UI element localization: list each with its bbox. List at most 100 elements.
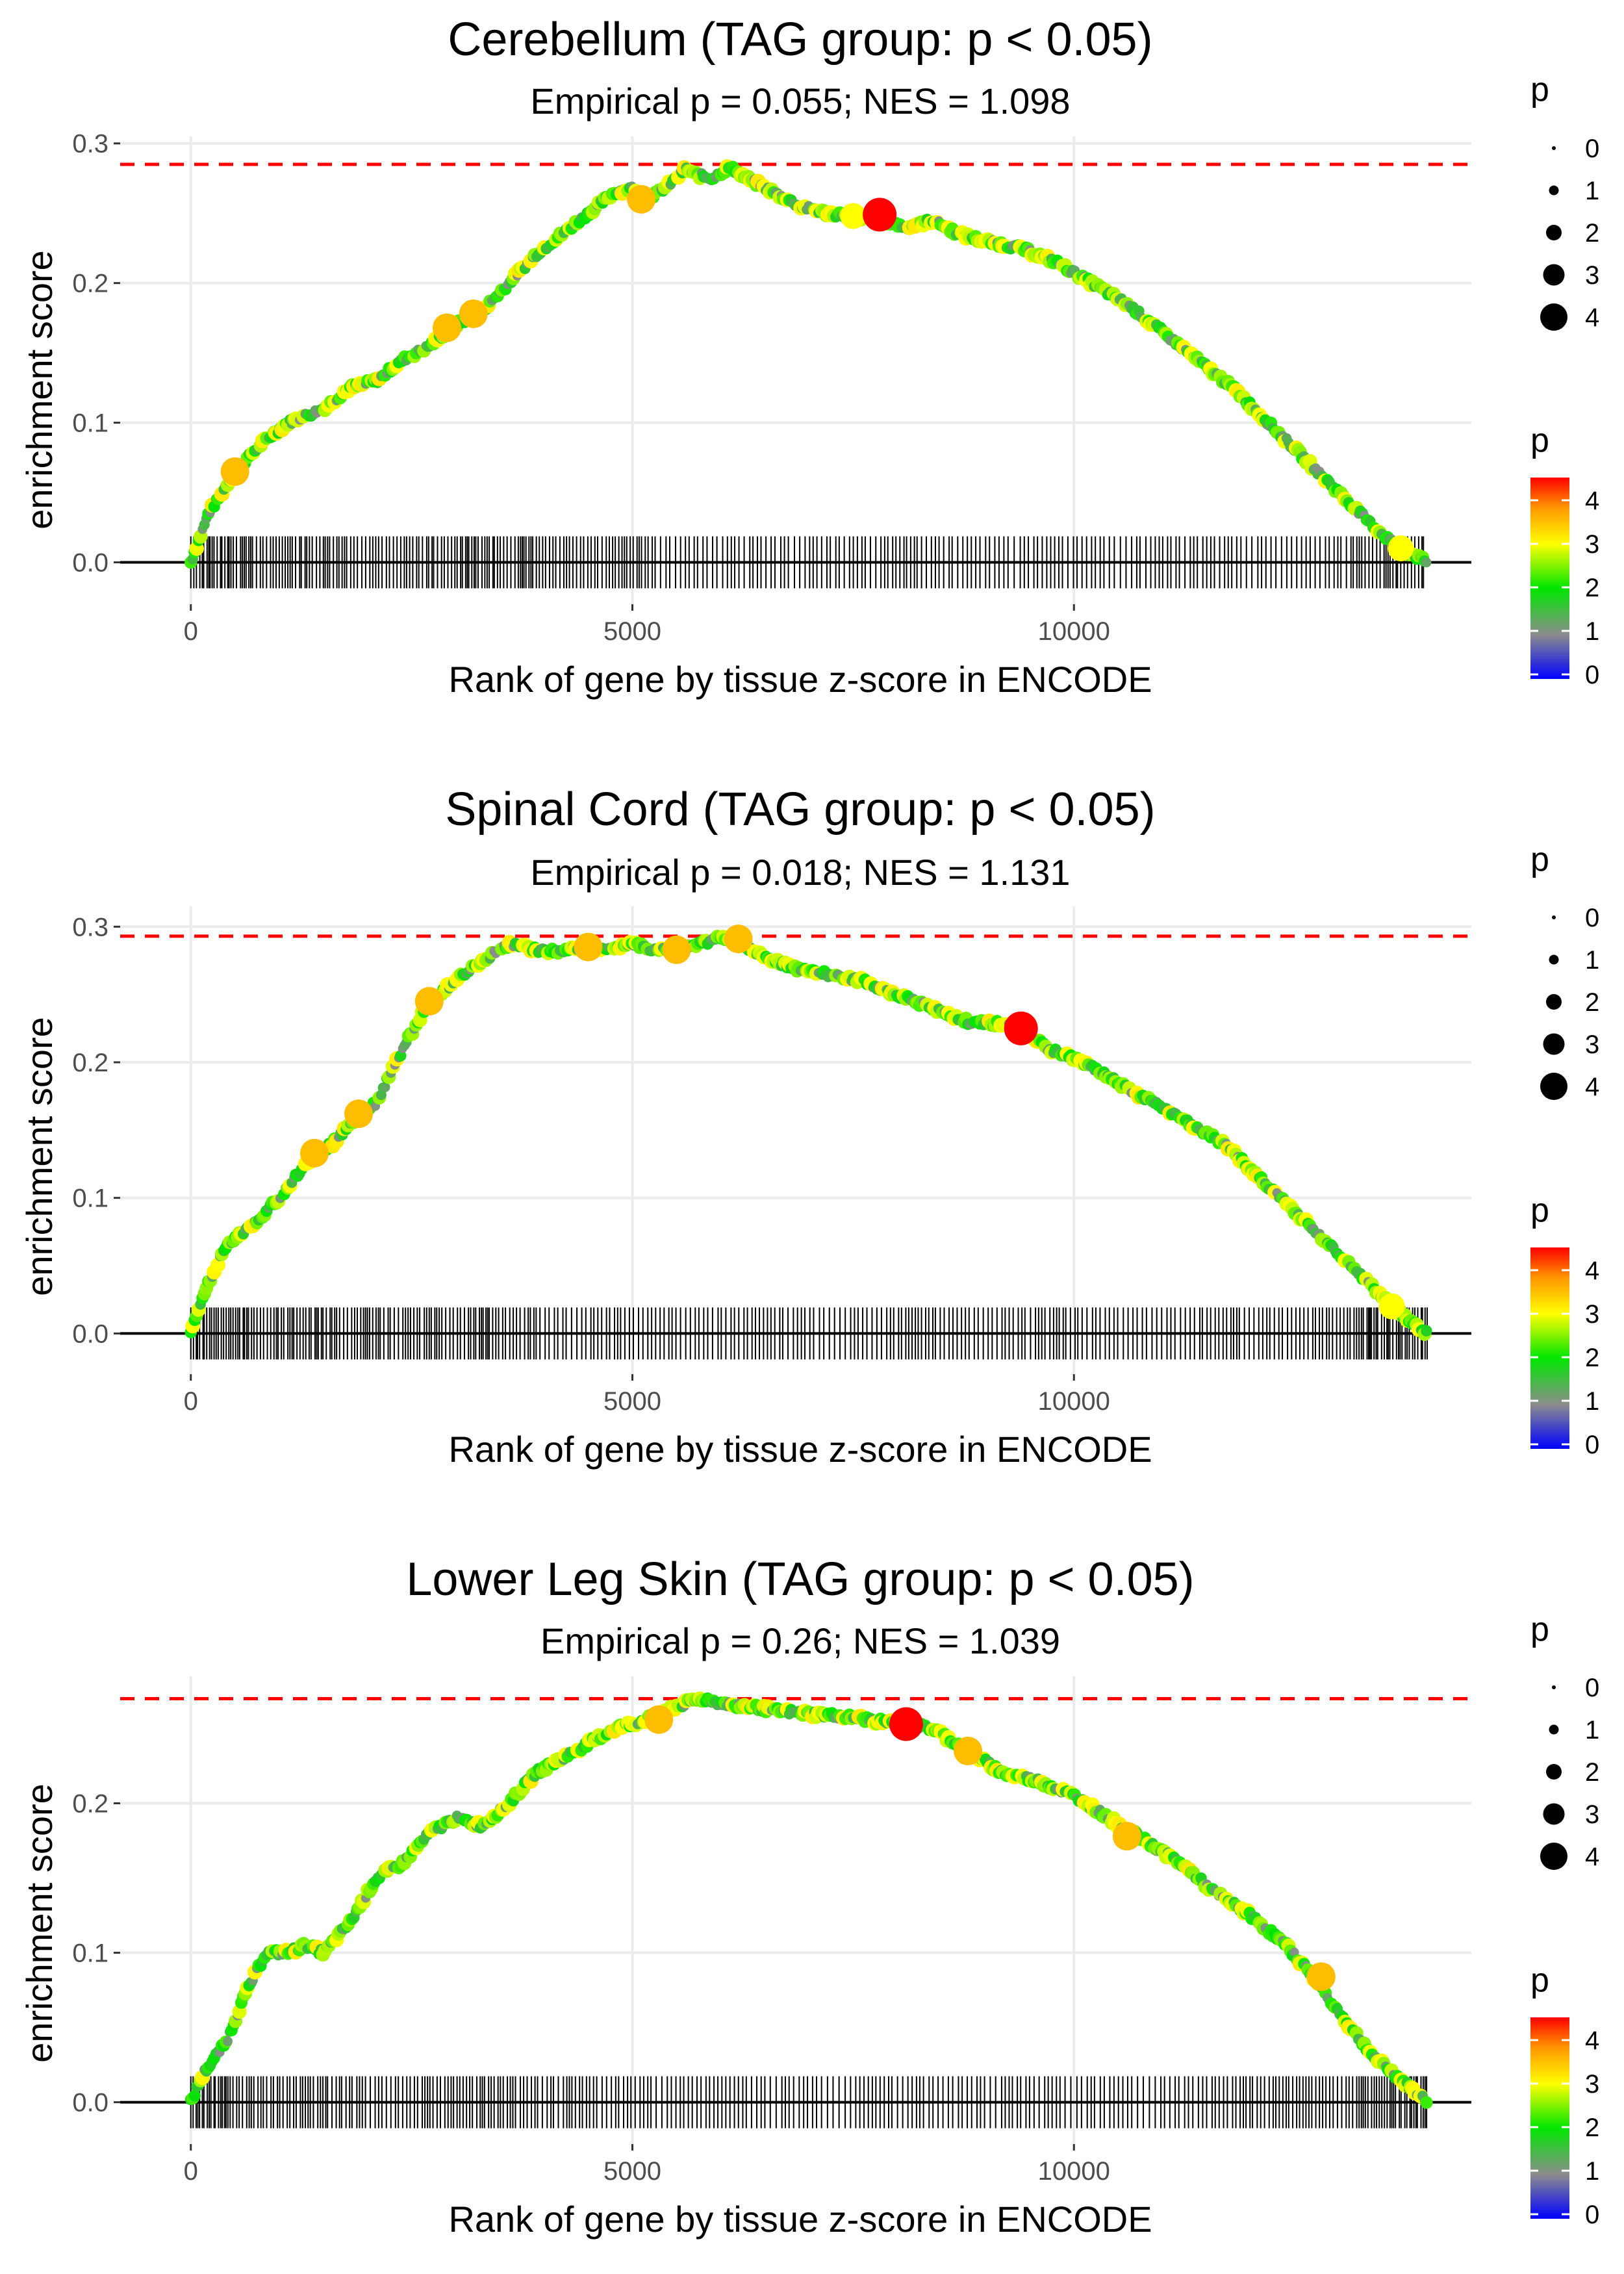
size-legend-label: 0: [1585, 1674, 1599, 1702]
size-legend-dot: [1552, 1685, 1556, 1689]
es-highlight-point: [574, 932, 603, 962]
es-highlight-point: [889, 1707, 923, 1741]
color-bar: [1530, 478, 1569, 679]
es-highlight-point: [433, 313, 462, 342]
es-series: [184, 1691, 1433, 2109]
size-legend-dot: [1549, 1724, 1559, 1735]
size-legend-label: 2: [1585, 219, 1599, 248]
x-tick-label: 0: [184, 617, 198, 646]
color-legend-label: 3: [1585, 2070, 1599, 2099]
color-legend-label: 2: [1585, 574, 1599, 602]
size-legend-label: 1: [1585, 1716, 1599, 1744]
size-legend-dot: [1552, 146, 1556, 150]
y-tick-label: 0.2: [72, 270, 108, 298]
size-legend-dot: [1552, 915, 1556, 919]
es-highlight-point: [627, 185, 656, 214]
hit-ticks: [190, 1307, 1428, 1360]
size-legend-dot: [1546, 994, 1562, 1010]
x-tick-label: 5000: [603, 2157, 661, 2186]
color-legend-label: 1: [1585, 617, 1599, 646]
size-legend-dot: [1543, 1033, 1565, 1055]
plot-area: 0 5000 10000 0.0 0.1 0.2 0.3: [72, 130, 1471, 646]
color-legend-label: 0: [1585, 1431, 1599, 1459]
color-legend-label: 1: [1585, 1387, 1599, 1416]
size-legend-dot: [1546, 225, 1562, 240]
color-legend-title: p: [1530, 1961, 1549, 1999]
es-highlight-point: [1306, 1962, 1336, 1991]
color-legend-title: p: [1530, 1192, 1549, 1229]
chart-subtitle: Empirical p = 0.055; NES = 1.098: [530, 81, 1070, 121]
color-legend-label: 3: [1585, 530, 1599, 559]
es-point: [1420, 2096, 1433, 2109]
es-point: [210, 1257, 226, 1273]
es-highlight-point: [1388, 535, 1414, 562]
es-highlight-point: [1004, 1011, 1038, 1045]
size-legend-label: 4: [1585, 1843, 1599, 1871]
y-tick-label: 0.3: [72, 913, 108, 941]
size-legend-dot: [1540, 1843, 1567, 1870]
color-legend-label: 0: [1585, 661, 1599, 689]
size-legend-label: 4: [1585, 303, 1599, 332]
es-point: [188, 2089, 201, 2102]
color-bar: [1530, 1247, 1569, 1449]
y-axis-label: enrichment score: [19, 1783, 60, 2063]
size-legend-dot: [1543, 264, 1565, 286]
x-axis-label: Rank of gene by tissue z-score in ENCODE: [448, 2199, 1152, 2240]
color-legend: p 4 3 2 1 0: [1530, 1192, 1599, 1459]
chart-title: Spinal Cord (TAG group: p < 0.05): [445, 784, 1155, 836]
size-legend-dot: [1549, 185, 1559, 196]
es-series: [184, 925, 1432, 1341]
size-legend: p 0 1 2 3 4: [1530, 1611, 1599, 1871]
color-legend: p 4 3 2 1 0: [1530, 422, 1599, 689]
size-legend-label: 1: [1585, 177, 1599, 205]
es-point: [223, 2036, 233, 2047]
size-legend-label: 3: [1585, 261, 1599, 290]
es-series: [184, 159, 1432, 569]
size-legend-label: 0: [1585, 134, 1599, 163]
chart-title: Cerebellum (TAG group: p < 0.05): [448, 14, 1152, 66]
size-legend-dot: [1549, 954, 1559, 965]
y-tick-label: 0.2: [72, 1790, 108, 1819]
es-highlight-point: [863, 198, 897, 232]
y-tick-label: 0.1: [72, 1184, 108, 1213]
es-point: [380, 1082, 390, 1092]
x-tick-label: 10000: [1038, 617, 1110, 646]
x-axis-label: Rank of gene by tissue z-score in ENCODE: [448, 659, 1152, 700]
color-legend-label: 1: [1585, 2157, 1599, 2186]
es-point: [1421, 1325, 1432, 1337]
plot-area: 0 5000 10000 0.0 0.1 0.2 0.3: [72, 906, 1471, 1416]
panel-lower-leg-skin: Lower Leg Skin (TAG group: p < 0.05) Emp…: [19, 1553, 1599, 2240]
x-tick-label: 0: [184, 2157, 198, 2186]
es-highlight-point: [840, 203, 867, 229]
color-legend-title: p: [1530, 422, 1549, 459]
size-legend-label: 3: [1585, 1030, 1599, 1059]
size-legend-dot: [1546, 1764, 1562, 1780]
es-highlight-point: [662, 935, 691, 964]
size-legend-label: 3: [1585, 1800, 1599, 1829]
y-axis-label: enrichment score: [19, 1017, 60, 1296]
size-legend-dot: [1543, 1803, 1565, 1825]
es-highlight-point: [414, 987, 444, 1016]
hit-ticks: [190, 536, 1425, 589]
y-axis-label: enrichment score: [19, 250, 60, 530]
panel-spinal-cord: Spinal Cord (TAG group: p < 0.05) Empiri…: [19, 784, 1599, 1470]
y-tick-label: 0.0: [72, 549, 108, 578]
es-highlight-point: [954, 1737, 983, 1766]
size-legend-label: 1: [1585, 946, 1599, 975]
x-tick-label: 5000: [603, 617, 661, 646]
chart-subtitle: Empirical p = 0.018; NES = 1.131: [530, 852, 1070, 893]
x-axis-label: Rank of gene by tissue z-score in ENCODE: [448, 1429, 1152, 1470]
y-tick-label: 0.2: [72, 1049, 108, 1077]
size-legend: p 0 1 2 3 4: [1530, 71, 1599, 332]
size-legend-dot: [1540, 1073, 1567, 1100]
x-tick-label: 0: [184, 1387, 198, 1416]
es-highlight-point: [1112, 1822, 1141, 1851]
es-highlight-point: [344, 1099, 374, 1129]
color-bar: [1530, 2017, 1569, 2219]
es-point: [1421, 557, 1432, 568]
chart-title: Lower Leg Skin (TAG group: p < 0.05): [406, 1553, 1194, 1605]
color-legend-label: 0: [1585, 2201, 1599, 2229]
size-legend-title: p: [1530, 1611, 1549, 1648]
color-legend-label: 2: [1585, 1344, 1599, 1372]
size-legend-label: 4: [1585, 1073, 1599, 1101]
